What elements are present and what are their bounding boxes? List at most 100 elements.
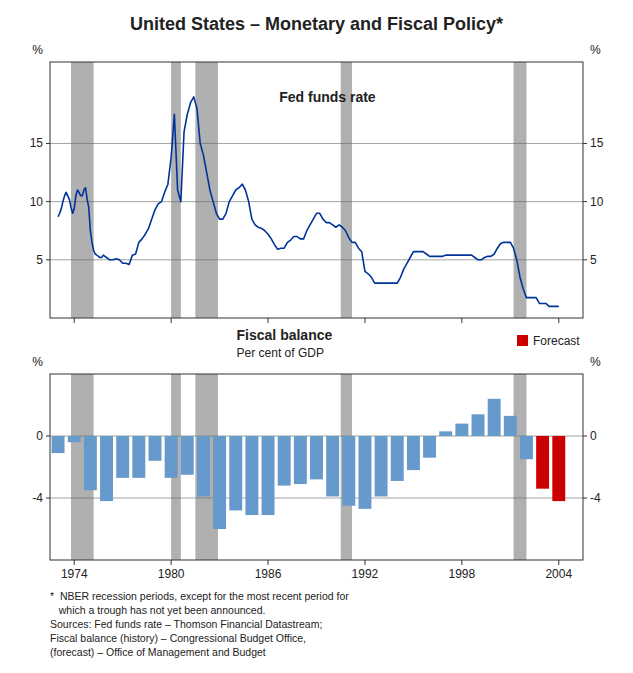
y-tick-label: 0 (590, 429, 597, 443)
bar (262, 436, 275, 515)
footnote: (forecast) – Office of Management and Bu… (50, 646, 266, 658)
y-axis-label: % (32, 355, 43, 369)
bar (520, 436, 533, 459)
y-axis-label: % (32, 43, 43, 57)
bar (407, 436, 420, 470)
recession-band (171, 62, 181, 318)
recession-band (71, 62, 94, 318)
plot-background (50, 374, 583, 560)
y-tick-label: -4 (32, 491, 43, 505)
bar (342, 436, 355, 506)
y-tick (46, 498, 50, 499)
y-axis-label: % (590, 355, 601, 369)
x-tick (171, 560, 172, 565)
x-tick-label: 1992 (352, 567, 379, 581)
x-tick-label: 1998 (449, 567, 476, 581)
y-tick-label: 10 (30, 195, 44, 209)
y-tick-label: -4 (590, 491, 601, 505)
bar (536, 436, 549, 489)
bar (213, 436, 226, 529)
y-tick (46, 436, 50, 437)
bar (229, 436, 242, 510)
y-tick-label: 15 (30, 136, 44, 150)
grid-line (50, 498, 583, 499)
y-tick (583, 436, 587, 437)
legend-item: Forecast (517, 334, 580, 348)
y-tick-label: 10 (590, 195, 604, 209)
line (58, 97, 559, 306)
recession-band (195, 62, 218, 318)
bar (181, 436, 194, 475)
bar (116, 436, 129, 478)
bar (358, 436, 371, 509)
y-tick (583, 143, 587, 144)
legend-label: Forecast (533, 334, 580, 348)
y-tick-label: 15 (590, 136, 604, 150)
footnote: which a trough has not yet been announce… (50, 604, 265, 616)
x-tick-label: 2004 (545, 567, 572, 581)
bar (100, 436, 113, 501)
bar (84, 436, 97, 490)
y-tick (46, 201, 50, 202)
footnote: Sources: Fed funds rate – Thomson Financ… (50, 618, 322, 630)
grid-line (50, 143, 583, 144)
page: {"chart_data": [ {"type": "line", "title… (0, 0, 633, 673)
footnote: * NBER recession periods, except for the… (50, 590, 349, 602)
footnote: Fiscal balance (history) – Congressional… (50, 632, 306, 644)
x-tick (74, 560, 75, 565)
grid-line (50, 201, 583, 202)
plot-background (50, 62, 583, 318)
plot-frame (50, 374, 583, 560)
bar (423, 436, 436, 458)
bar (375, 436, 388, 496)
x-tick (558, 318, 559, 323)
x-tick (268, 318, 269, 323)
y-tick-label: 5 (36, 253, 43, 267)
panel-title: Fiscal balance (237, 327, 333, 343)
y-tick (46, 259, 50, 260)
bar (391, 436, 404, 481)
plot-frame (50, 62, 583, 318)
x-tick-label: 1980 (158, 567, 185, 581)
plot-area (50, 62, 583, 318)
y-tick-label: 0 (36, 429, 43, 443)
bar (310, 436, 323, 479)
bar (455, 424, 468, 436)
x-tick (268, 560, 269, 565)
title: United States – Monetary and Fiscal Poli… (130, 14, 503, 34)
x-tick (364, 318, 365, 323)
y-tick (583, 498, 587, 499)
bar (197, 436, 210, 496)
bar (278, 436, 291, 486)
bar (294, 436, 307, 484)
bar (165, 436, 178, 478)
x-tick (558, 560, 559, 565)
bar (552, 436, 565, 501)
panel-subtitle: Per cent of GDP (237, 346, 324, 360)
legend-swatch (517, 335, 528, 346)
x-tick (74, 318, 75, 323)
bar (149, 436, 162, 461)
bar (68, 436, 81, 442)
x-tick (364, 560, 365, 565)
bar (245, 436, 258, 515)
x-tick (461, 318, 462, 323)
bar (504, 416, 517, 436)
bar (52, 436, 65, 453)
y-tick (583, 201, 587, 202)
x-tick-label: 1986 (255, 567, 282, 581)
bar (439, 431, 452, 436)
x-tick (171, 318, 172, 323)
bar (472, 414, 485, 436)
y-tick (46, 143, 50, 144)
y-axis-label: % (590, 43, 601, 57)
bar (132, 436, 145, 478)
chart: United States – Monetary and Fiscal Poli… (0, 0, 633, 673)
series-label: Fed funds rate (279, 89, 376, 105)
bar (326, 436, 339, 496)
x-tick (461, 560, 462, 565)
recession-band (514, 374, 527, 560)
bar (488, 399, 501, 436)
y-tick (583, 259, 587, 260)
x-tick-label: 1974 (61, 567, 88, 581)
